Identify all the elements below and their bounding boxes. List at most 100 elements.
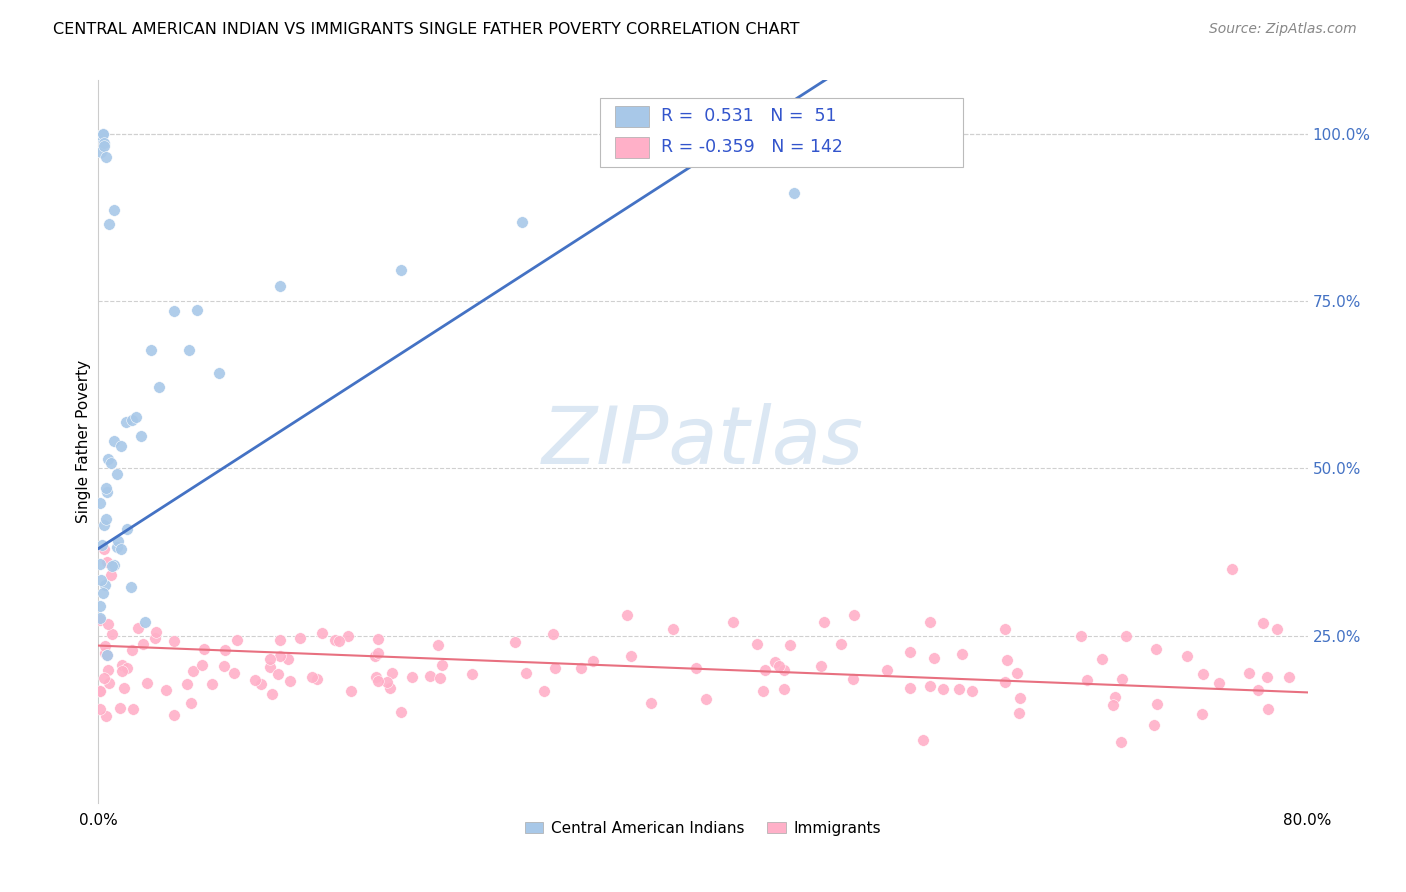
- Point: [307, 672, 329, 686]
- Point: [97, 616, 120, 631]
- Point: [367, 673, 389, 688]
- Point: [685, 660, 707, 674]
- Point: [226, 633, 249, 648]
- Point: [810, 659, 832, 673]
- Point: [768, 659, 790, 673]
- Point: [366, 670, 388, 684]
- Point: [94, 578, 117, 592]
- Text: Source: ZipAtlas.com: Source: ZipAtlas.com: [1209, 22, 1357, 37]
- Point: [752, 684, 775, 698]
- Point: [110, 541, 132, 556]
- Point: [214, 658, 236, 673]
- Point: [920, 679, 942, 693]
- Point: [1091, 652, 1114, 666]
- Point: [94, 512, 117, 526]
- Point: [301, 670, 323, 684]
- Point: [1102, 698, 1125, 712]
- Point: [135, 675, 157, 690]
- Point: [114, 415, 136, 429]
- Point: [148, 380, 170, 394]
- Y-axis label: Single Father Poverty: Single Father Poverty: [76, 360, 91, 523]
- Point: [1008, 690, 1031, 705]
- Point: [544, 660, 567, 674]
- Point: [950, 648, 973, 662]
- Point: [179, 343, 201, 357]
- Point: [97, 663, 120, 677]
- Point: [661, 622, 683, 636]
- Point: [163, 634, 186, 648]
- Point: [111, 657, 134, 672]
- Point: [429, 671, 451, 685]
- Point: [93, 671, 115, 685]
- Point: [960, 683, 983, 698]
- Point: [510, 215, 533, 229]
- Point: [89, 611, 111, 625]
- Point: [401, 670, 423, 684]
- Point: [89, 599, 111, 613]
- Point: [994, 622, 1017, 636]
- Point: [214, 643, 236, 657]
- Point: [93, 136, 115, 150]
- Point: [661, 145, 683, 160]
- Point: [121, 702, 143, 716]
- Point: [125, 409, 148, 424]
- Point: [100, 456, 122, 470]
- Point: [1008, 706, 1031, 720]
- Point: [269, 279, 291, 293]
- Point: [503, 635, 526, 649]
- Point: [430, 658, 453, 673]
- Point: [328, 634, 350, 648]
- Point: [191, 657, 214, 672]
- Point: [779, 638, 801, 652]
- Point: [201, 677, 224, 691]
- Point: [995, 653, 1018, 667]
- Point: [111, 664, 134, 678]
- Point: [90, 574, 112, 588]
- Point: [98, 217, 121, 231]
- Point: [89, 496, 111, 510]
- Point: [96, 555, 118, 569]
- Point: [107, 533, 129, 548]
- Point: [426, 638, 449, 652]
- Point: [723, 615, 745, 630]
- Point: [224, 666, 246, 681]
- Point: [1237, 666, 1260, 681]
- Point: [129, 428, 152, 442]
- Point: [1220, 562, 1243, 576]
- Point: [773, 681, 796, 696]
- Point: [89, 613, 111, 627]
- Point: [93, 518, 115, 533]
- Point: [339, 683, 361, 698]
- Point: [1109, 735, 1132, 749]
- Point: [105, 467, 128, 481]
- Point: [143, 632, 166, 646]
- Point: [89, 557, 111, 571]
- Point: [640, 697, 662, 711]
- Point: [378, 681, 401, 696]
- Point: [932, 682, 955, 697]
- Point: [288, 631, 311, 645]
- Point: [1076, 673, 1098, 687]
- Point: [1143, 718, 1166, 732]
- Point: [96, 648, 118, 663]
- Text: R = -0.359   N = 142: R = -0.359 N = 142: [661, 138, 842, 156]
- Text: R =  0.531   N =  51: R = 0.531 N = 51: [661, 107, 837, 126]
- Point: [134, 615, 156, 629]
- Point: [103, 434, 125, 449]
- FancyBboxPatch shape: [600, 98, 963, 167]
- Point: [108, 701, 131, 715]
- Point: [90, 145, 112, 159]
- Point: [367, 632, 389, 647]
- Point: [91, 586, 114, 600]
- Point: [180, 696, 202, 710]
- Point: [898, 681, 921, 695]
- Point: [89, 128, 111, 143]
- Point: [948, 681, 970, 696]
- Point: [103, 558, 125, 573]
- Point: [155, 683, 177, 698]
- Point: [269, 649, 291, 664]
- Point: [1070, 628, 1092, 642]
- Point: [1104, 690, 1126, 705]
- Point: [1251, 615, 1274, 630]
- Point: [1327, 662, 1350, 676]
